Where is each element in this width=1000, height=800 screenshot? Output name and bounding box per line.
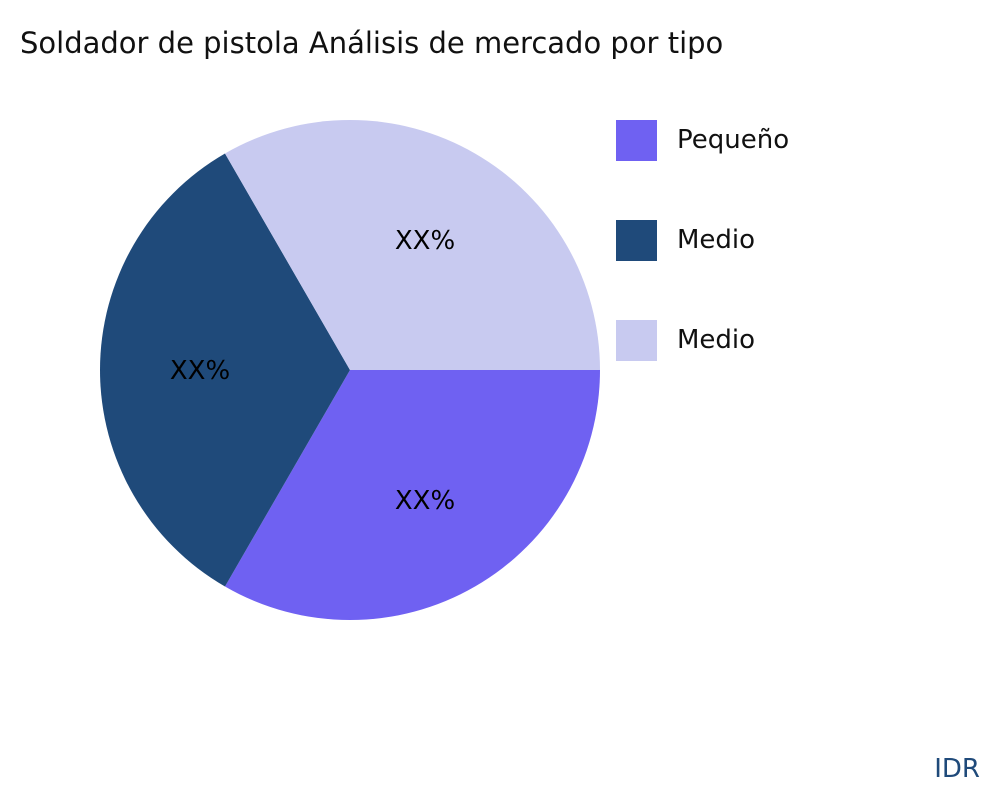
slice-data-label: XX% — [395, 486, 455, 516]
legend-swatch — [616, 319, 657, 361]
watermark-logo: IDR — [934, 754, 980, 784]
slice-data-label: XX% — [170, 356, 230, 386]
legend-item: Medio — [616, 319, 756, 361]
legend-item: Medio — [616, 219, 756, 261]
legend-label: Medio — [677, 325, 756, 355]
slice-data-label: XX% — [395, 226, 455, 256]
pie-slice-2 — [225, 119, 600, 370]
chart-title: Soldador de pistola Análisis de mercado … — [20, 26, 724, 60]
legend-item: Pequeño — [616, 119, 790, 161]
legend-label: Medio — [677, 225, 756, 255]
pie-slice-0 — [225, 370, 600, 620]
legend-swatch — [616, 219, 657, 261]
legend-swatch — [616, 119, 657, 161]
legend-label: Pequeño — [677, 125, 790, 155]
